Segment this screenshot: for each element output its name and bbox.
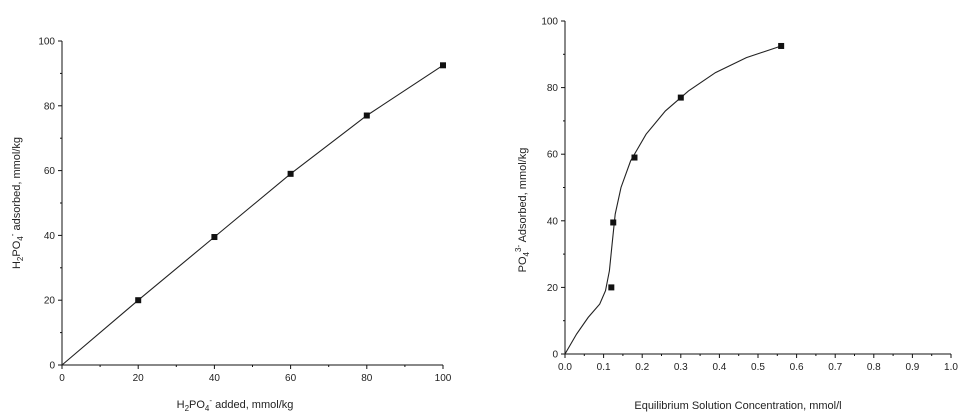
y-tick-label-right: 60 [547, 150, 559, 161]
y-tick-label-left: 0 [49, 361, 55, 372]
y-axis-label-right: PO43- Adsorbed, mmol/kg [514, 148, 531, 273]
x-tick-label-left: 80 [361, 373, 373, 384]
x-tick-label-right: 0.5 [751, 362, 765, 373]
data-point-left [135, 297, 142, 304]
data-point-left [363, 112, 370, 119]
series-line-left [61, 64, 444, 366]
chart-left: H2PO4- adsorbed, mmol/kg H2PO4- added, m… [8, 37, 452, 414]
x-tick-label-left: 20 [133, 373, 145, 384]
y-tick-label-right: 20 [547, 283, 559, 294]
x-tick-label-left: 100 [435, 373, 452, 384]
x-tick-label-right: 0.6 [790, 362, 804, 373]
data-point-right [608, 284, 615, 291]
y-tick-label-left: 20 [44, 296, 56, 307]
data-point-right [631, 154, 638, 161]
x-tick-label-right: 0.3 [674, 362, 688, 373]
x-tick-label-right: 0.4 [712, 362, 726, 373]
x-tick-label-right: 0.2 [635, 362, 649, 373]
x-tick-label-right: 0.1 [597, 362, 611, 373]
x-axis-label-right: Equilibrium Solution Concentration, mmol… [634, 400, 841, 412]
x-tick-label-left: 40 [209, 373, 221, 384]
data-point-left [287, 170, 294, 177]
y-tick-label-right: 0 [552, 350, 558, 361]
data-point-left [211, 234, 218, 241]
x-axis-label-left: H2PO4- added, mmol/kg [177, 396, 294, 413]
y-tick-label-right: 100 [541, 17, 558, 28]
data-point-right [610, 219, 617, 226]
y-tick-label-left: 40 [44, 231, 56, 242]
x-tick-label-right: 0.8 [867, 362, 881, 373]
x-tick-label-right: 0.7 [828, 362, 842, 373]
fit-curve-right [564, 45, 782, 355]
x-tick-label-right: 0.9 [905, 362, 919, 373]
data-point-left [440, 62, 446, 69]
y-tick-label-right: 40 [547, 216, 559, 227]
data-point-right [677, 94, 684, 101]
y-tick-label-left: 100 [38, 37, 55, 48]
y-axis-label-left: H2PO4- adsorbed, mmol/kg [8, 137, 25, 269]
x-tick-label-right: 0.0 [558, 362, 572, 373]
y-tick-label-left: 60 [44, 166, 56, 177]
x-tick-label-right: 1.0 [944, 362, 958, 373]
chart-right: PO43- Adsorbed, mmol/kg Equilibrium Solu… [514, 17, 958, 413]
y-tick-label-right: 80 [547, 83, 559, 94]
x-tick-label-left: 0 [59, 373, 65, 384]
y-tick-label-left: 80 [44, 101, 56, 112]
data-point-right [778, 42, 785, 49]
x-tick-label-left: 60 [285, 373, 297, 384]
